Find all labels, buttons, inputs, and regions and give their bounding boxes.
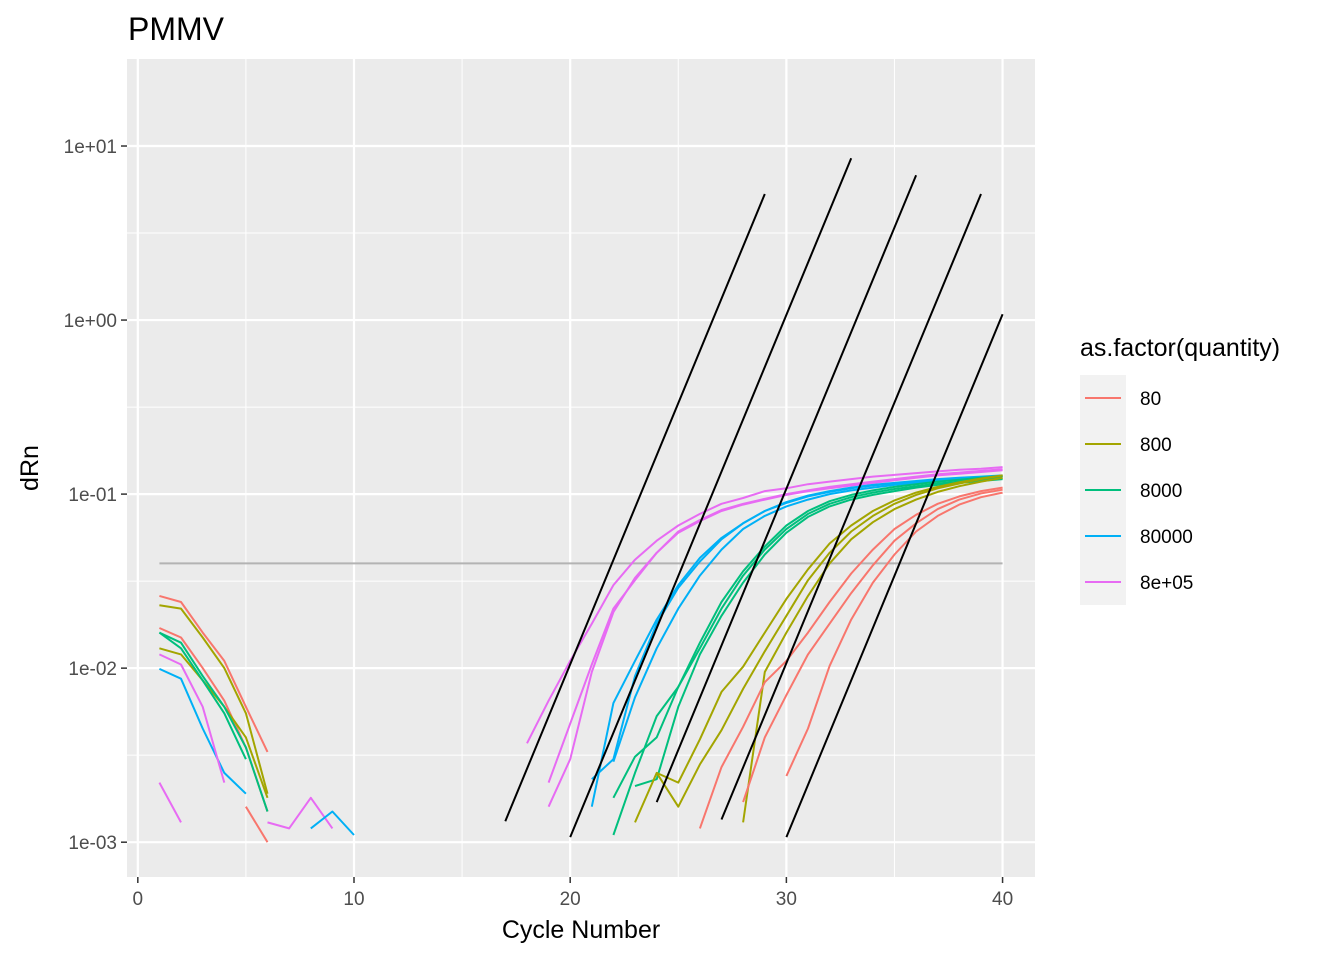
series-line-80000 <box>158 667 247 795</box>
fit-line <box>569 157 853 838</box>
series-line-800 <box>159 647 269 799</box>
x-tick-label: 40 <box>992 889 1013 910</box>
series-line-80 <box>245 806 269 843</box>
series-line-8000 <box>158 631 247 760</box>
series-line-8e-05 <box>526 466 1003 744</box>
chart-title: PMMV <box>128 11 225 47</box>
series-line-8e-05 <box>158 782 182 823</box>
series-line-80 <box>698 486 1003 829</box>
series-line-80 <box>742 488 1003 803</box>
y-tick-label: 1e+00 <box>64 311 117 332</box>
series-line-80000 <box>310 810 355 836</box>
legend-label: 800 <box>1140 435 1172 456</box>
fit-line <box>785 313 1004 838</box>
plot-panel <box>127 59 1035 877</box>
series-line-8e-05 <box>158 653 226 783</box>
y-tick-label: 1e-03 <box>68 833 117 854</box>
legend: as.factor(quantity) 80 800 8000 80000 8e+05 <box>1080 334 1280 605</box>
fit-line <box>504 193 766 822</box>
series-line-80 <box>785 491 1003 777</box>
legend-label: 8000 <box>1140 481 1182 502</box>
legend-label: 80000 <box>1140 527 1193 548</box>
series-line-8000 <box>158 631 269 812</box>
series-line-800 <box>634 474 1003 823</box>
series-line-8e-05 <box>267 796 334 830</box>
y-axis-title: dRn <box>16 445 44 491</box>
axes: 0 10 20 30 40 1e-03 1e-02 1e-01 1e+00 1e+01 <box>64 137 1014 910</box>
series-line-8000 <box>634 478 1003 788</box>
legend-title: as.factor(quantity) <box>1080 334 1280 362</box>
y-tick-label: 1e+01 <box>64 137 117 158</box>
series-line-8e-05 <box>547 468 1003 783</box>
y-tick-label: 1e-02 <box>68 659 117 680</box>
x-tick-label: 30 <box>776 889 797 910</box>
x-tick-label: 20 <box>560 889 581 910</box>
x-tick-label: 10 <box>343 889 364 910</box>
fit-lines <box>504 157 1004 838</box>
legend-label: 8e+05 <box>1140 573 1193 594</box>
y-tick-label: 1e-01 <box>68 485 117 506</box>
series-line-800 <box>656 474 1003 784</box>
x-tick-label: 0 <box>133 889 144 910</box>
series-line-8000 <box>612 476 1003 836</box>
fit-line <box>720 193 982 820</box>
series-line-800 <box>742 476 1003 823</box>
fit-line <box>655 174 918 803</box>
series-line-800 <box>159 604 269 794</box>
legend-label: 80 <box>1140 389 1161 410</box>
series-line-80 <box>159 594 269 753</box>
x-axis-title: Cycle Number <box>502 916 660 944</box>
series-lines <box>158 466 1003 843</box>
